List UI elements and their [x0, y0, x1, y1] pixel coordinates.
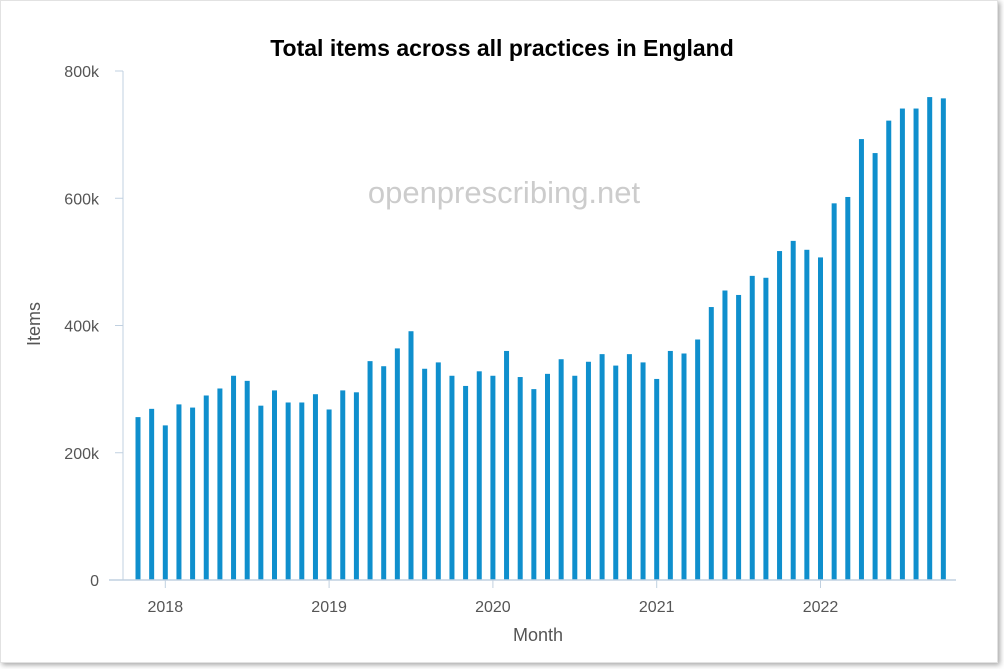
bar[interactable]	[613, 365, 619, 580]
bar[interactable]	[217, 388, 223, 580]
bar[interactable]	[749, 275, 755, 580]
bar[interactable]	[695, 339, 701, 580]
bar[interactable]	[517, 377, 523, 580]
bar[interactable]	[708, 307, 714, 580]
bar[interactable]	[422, 368, 428, 580]
bar[interactable]	[408, 331, 414, 580]
bar[interactable]	[340, 390, 346, 580]
bar[interactable]	[599, 354, 605, 580]
bar[interactable]	[231, 375, 237, 580]
y-tick-label: 0	[90, 573, 99, 590]
bar[interactable]	[831, 203, 837, 580]
bar[interactable]	[353, 392, 359, 580]
bar[interactable]	[299, 402, 305, 580]
bar[interactable]	[640, 362, 646, 580]
y-axis-label: Items	[24, 302, 44, 346]
bar[interactable]	[927, 97, 933, 581]
chart-title: Total items across all practices in Engl…	[270, 35, 734, 61]
y-tick-label: 800k	[64, 64, 100, 81]
bar[interactable]	[149, 408, 155, 580]
bar[interactable]	[886, 120, 892, 580]
bar[interactable]	[326, 409, 332, 580]
bar[interactable]	[258, 405, 264, 580]
y-tick-label: 400k	[64, 319, 100, 336]
bar[interactable]	[858, 139, 864, 581]
bar[interactable]	[463, 385, 469, 580]
bar[interactable]	[490, 375, 496, 580]
bar[interactable]	[176, 404, 182, 580]
bar[interactable]	[790, 240, 796, 580]
bar[interactable]	[585, 361, 591, 580]
bar[interactable]	[558, 359, 564, 580]
x-axis-label: Month	[513, 625, 563, 645]
bar[interactable]	[722, 290, 728, 580]
x-tick-label: 2020	[475, 599, 511, 616]
bar[interactable]	[818, 257, 823, 580]
bar[interactable]	[394, 348, 400, 580]
bar[interactable]	[285, 402, 291, 580]
bar[interactable]	[899, 108, 905, 580]
bar[interactable]	[504, 350, 510, 580]
bar[interactable]	[763, 277, 769, 580]
bar[interactable]	[312, 394, 318, 580]
bar[interactable]	[203, 395, 209, 580]
bar[interactable]	[435, 362, 441, 580]
bar[interactable]	[654, 378, 660, 580]
x-tick-label: 2018	[148, 599, 184, 616]
x-tick-label: 2021	[639, 599, 675, 616]
bar[interactable]	[381, 366, 387, 580]
bar[interactable]	[190, 407, 196, 580]
y-axis: 0 200k 400k 600k 800k	[64, 64, 124, 590]
bar[interactable]	[162, 425, 168, 580]
bar[interactable]	[572, 375, 578, 580]
bar[interactable]	[845, 196, 851, 581]
bar[interactable]	[244, 380, 250, 580]
bar[interactable]	[804, 249, 810, 580]
bar[interactable]	[667, 350, 673, 580]
bar[interactable]	[367, 361, 373, 580]
y-tick-label: 600k	[64, 191, 100, 208]
bar[interactable]	[777, 251, 783, 580]
bar[interactable]	[545, 373, 550, 580]
bar[interactable]	[476, 371, 482, 580]
bar[interactable]	[913, 108, 919, 580]
bar[interactable]	[449, 375, 455, 580]
y-tick-label: 200k	[64, 446, 100, 463]
x-tick-label: 2022	[803, 599, 839, 616]
bar[interactable]	[681, 353, 687, 580]
bar[interactable]	[736, 294, 742, 580]
bar[interactable]	[872, 153, 878, 581]
bar[interactable]	[272, 390, 277, 580]
bar[interactable]	[135, 417, 141, 580]
watermark: openprescribing.net	[368, 175, 641, 210]
bar[interactable]	[531, 389, 537, 580]
bar[interactable]	[940, 98, 946, 580]
x-axis: 2018 2019 2020 2021 2022	[109, 579, 956, 616]
bars	[135, 97, 946, 581]
bar[interactable]	[626, 354, 632, 580]
x-tick-label: 2019	[311, 599, 347, 616]
